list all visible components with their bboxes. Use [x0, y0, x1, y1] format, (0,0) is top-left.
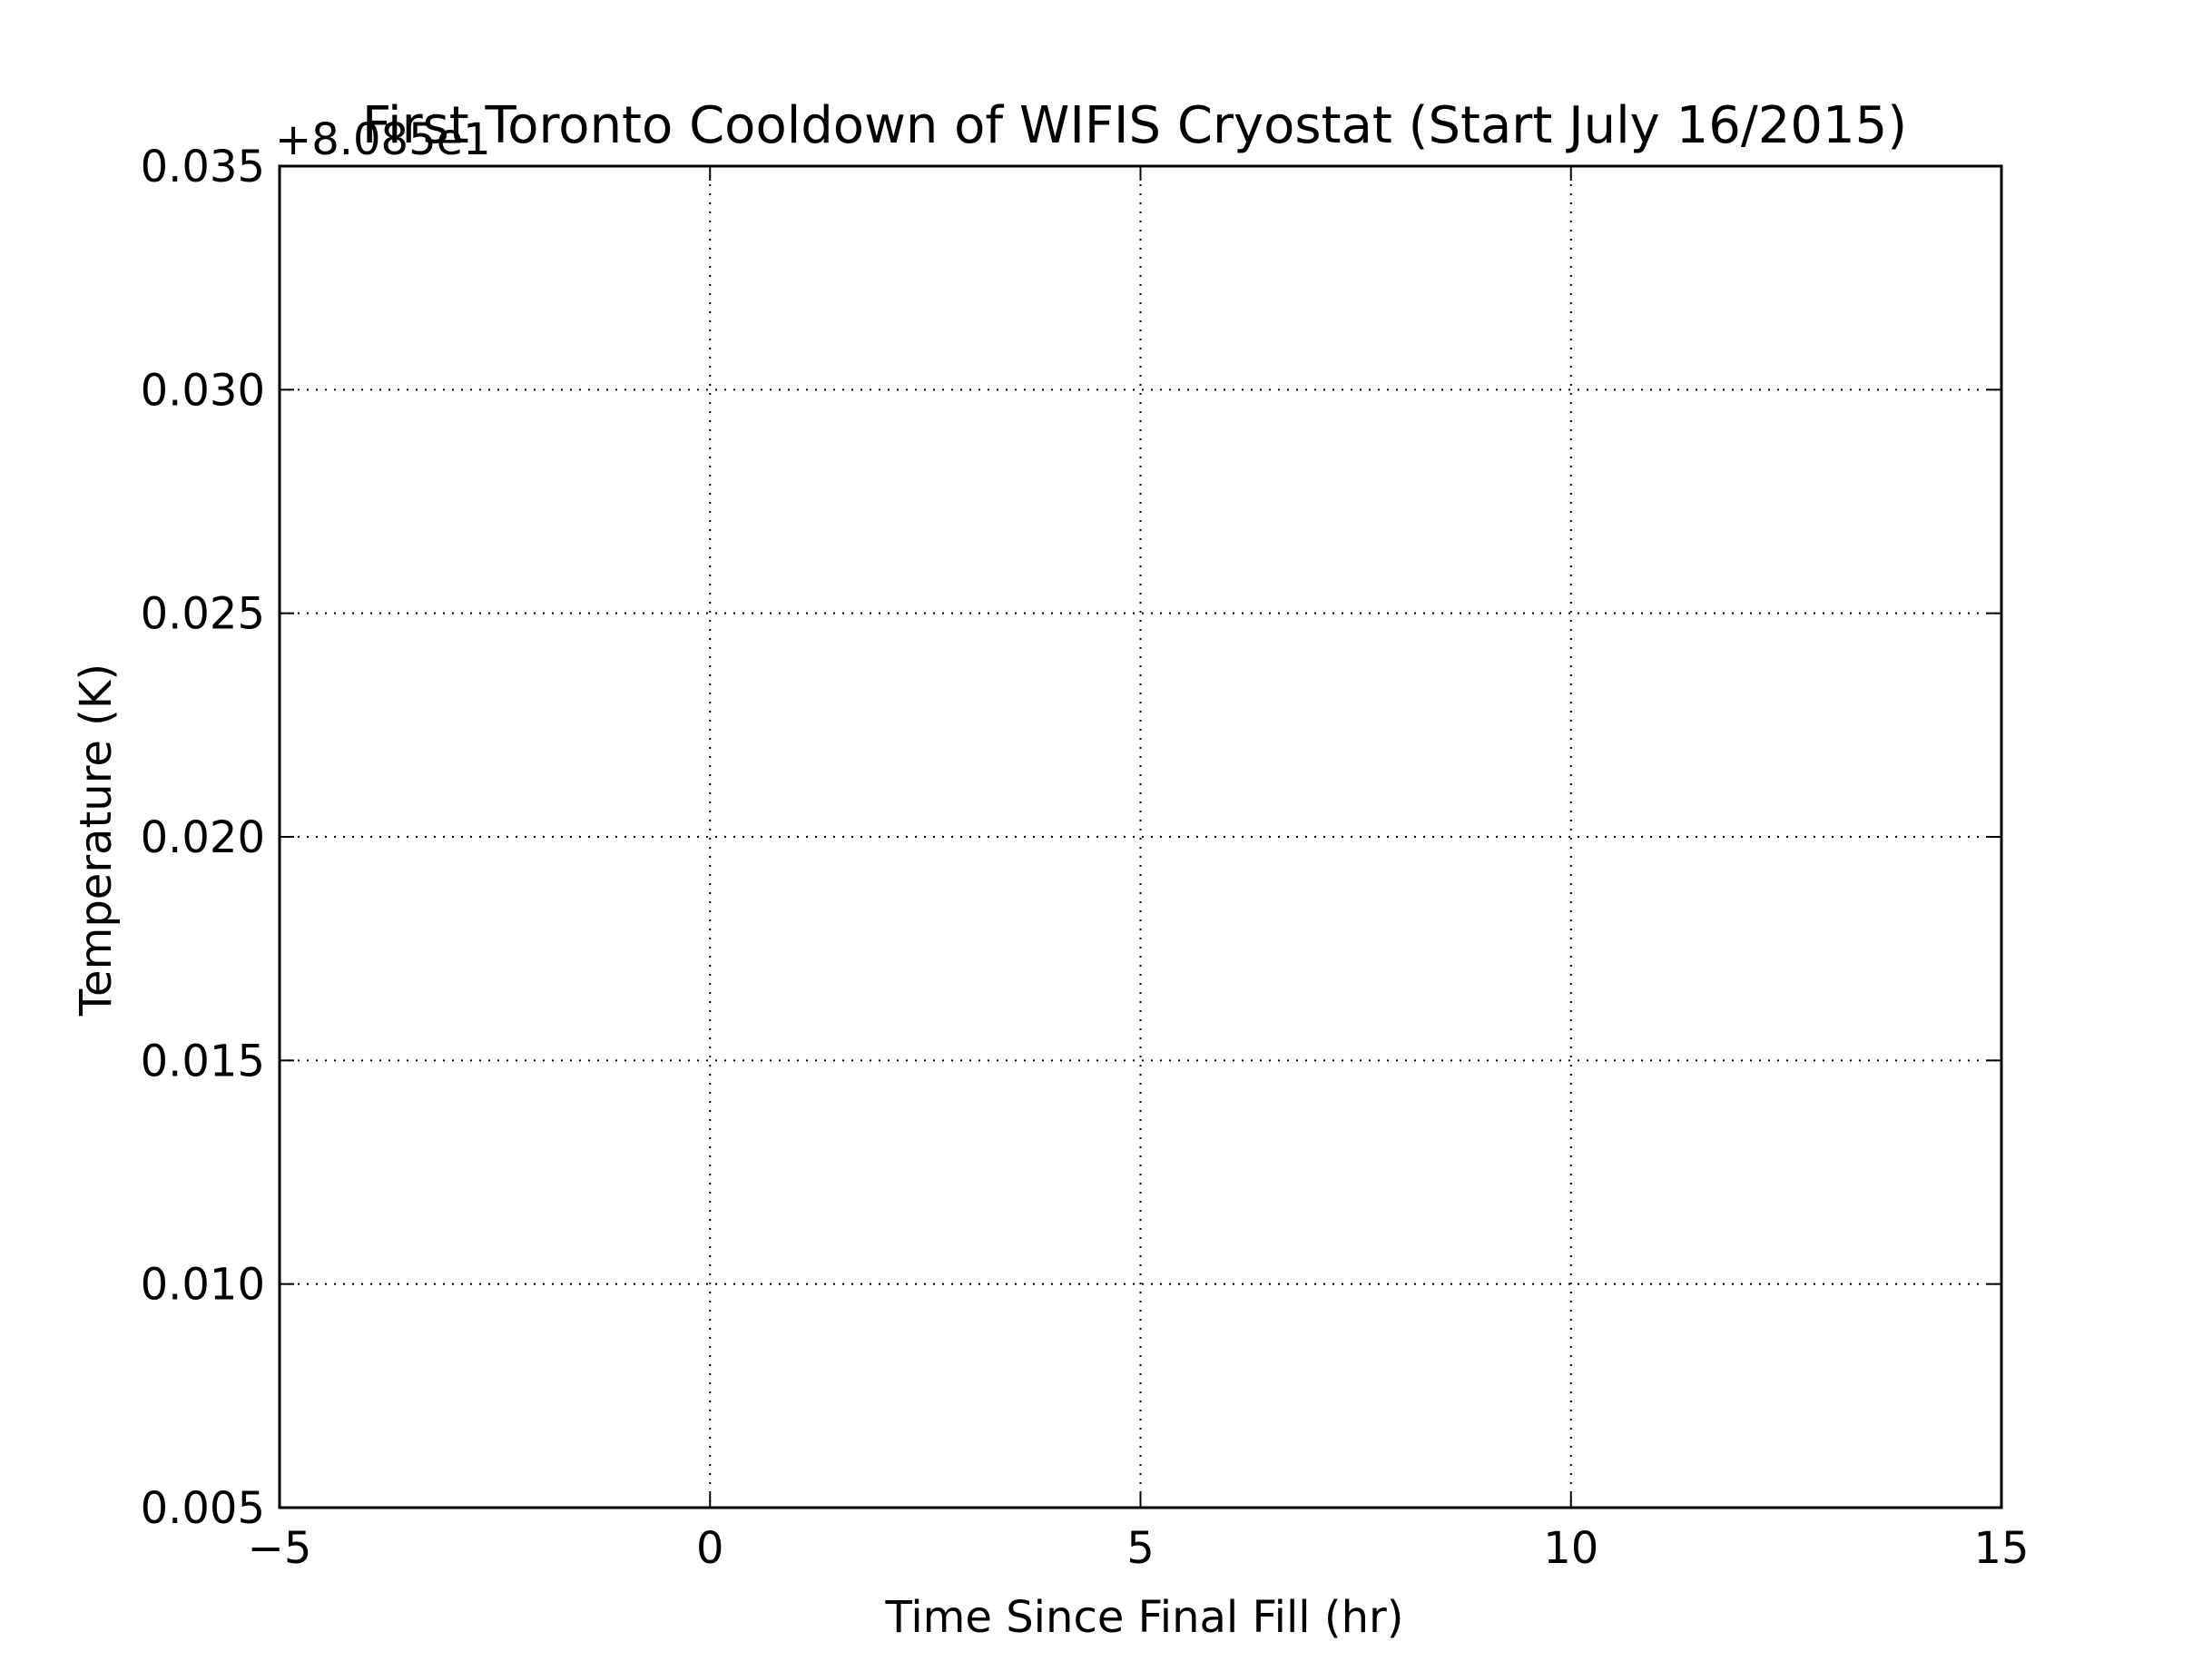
y-axis-offset-label: +8.085e1 — [275, 114, 491, 165]
tick-marks — [279, 165, 2002, 1509]
grid-lines — [280, 166, 2001, 1508]
x-tick-label: 15 — [1973, 1523, 2029, 1574]
x-tick-labels: −5 0 5 10 15 — [248, 1523, 2030, 1574]
y-tick-label: 0.005 — [141, 1483, 265, 1534]
y-tick-label: 0.020 — [141, 812, 265, 863]
y-axis-label: Temperature (K) — [71, 663, 122, 1017]
y-tick-label: 0.025 — [141, 589, 265, 640]
y-tick-label: 0.030 — [141, 365, 265, 416]
y-tick-label: 0.010 — [141, 1260, 265, 1311]
x-tick-label: 5 — [1126, 1523, 1155, 1574]
chart-title: First Toronto Cooldown of WIFIS Cryostat… — [362, 96, 1907, 155]
x-tick-label: 10 — [1543, 1523, 1598, 1574]
y-tick-label: 0.035 — [141, 142, 265, 192]
y-tick-label: 0.015 — [141, 1036, 265, 1086]
x-tick-label: 0 — [696, 1523, 724, 1574]
x-tick-label: −5 — [248, 1523, 312, 1574]
y-tick-labels: 0.005 0.010 0.015 0.020 0.025 0.030 0.035 — [141, 142, 265, 1534]
x-axis-label: Time Since Final Fill (hr) — [884, 1592, 1403, 1643]
